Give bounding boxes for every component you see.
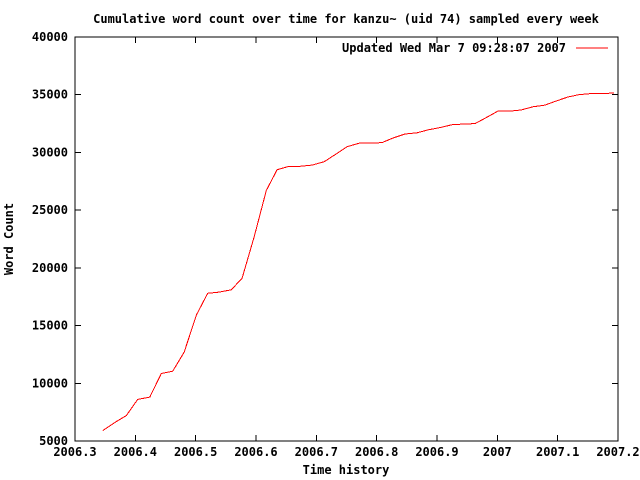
word-count-line [102,92,614,432]
y-tick-label: 30000 [32,145,68,159]
legend-label: Updated Wed Mar 7 09:28:07 2007 [342,41,566,55]
data-series [102,92,614,432]
x-tick-label: 2006.4 [114,445,157,459]
x-tick-label: 2006.8 [355,445,398,459]
x-axis-label: Time history [303,463,390,477]
y-tick-label: 35000 [32,88,68,102]
y-tick-label: 5000 [39,434,68,448]
y-axis-label: Word Count [2,203,16,275]
chart-title: Cumulative word count over time for kanz… [93,12,599,26]
y-tick-label: 20000 [32,261,68,275]
y-tick-label: 15000 [32,319,68,333]
x-tick-label: 2007 [483,445,512,459]
y-tick-label: 25000 [32,203,68,217]
y-tick-label: 10000 [32,376,68,390]
x-tick-label: 2006.6 [234,445,277,459]
axes: 2006.3 2006.4 2006.5 2006.6 2006.7 2006.8 2006… [32,30,640,459]
x-tick-label: 2006.7 [295,445,338,459]
x-tick-label: 2007.2 [596,445,639,459]
x-tick-label: 2006.3 [53,445,96,459]
y-tick-label: 40000 [32,30,68,44]
x-tick-label: 2006.9 [415,445,458,459]
x-tick-label: 2006.5 [174,445,217,459]
plot-border [74,36,619,442]
x-tick-label: 2007.1 [536,445,579,459]
